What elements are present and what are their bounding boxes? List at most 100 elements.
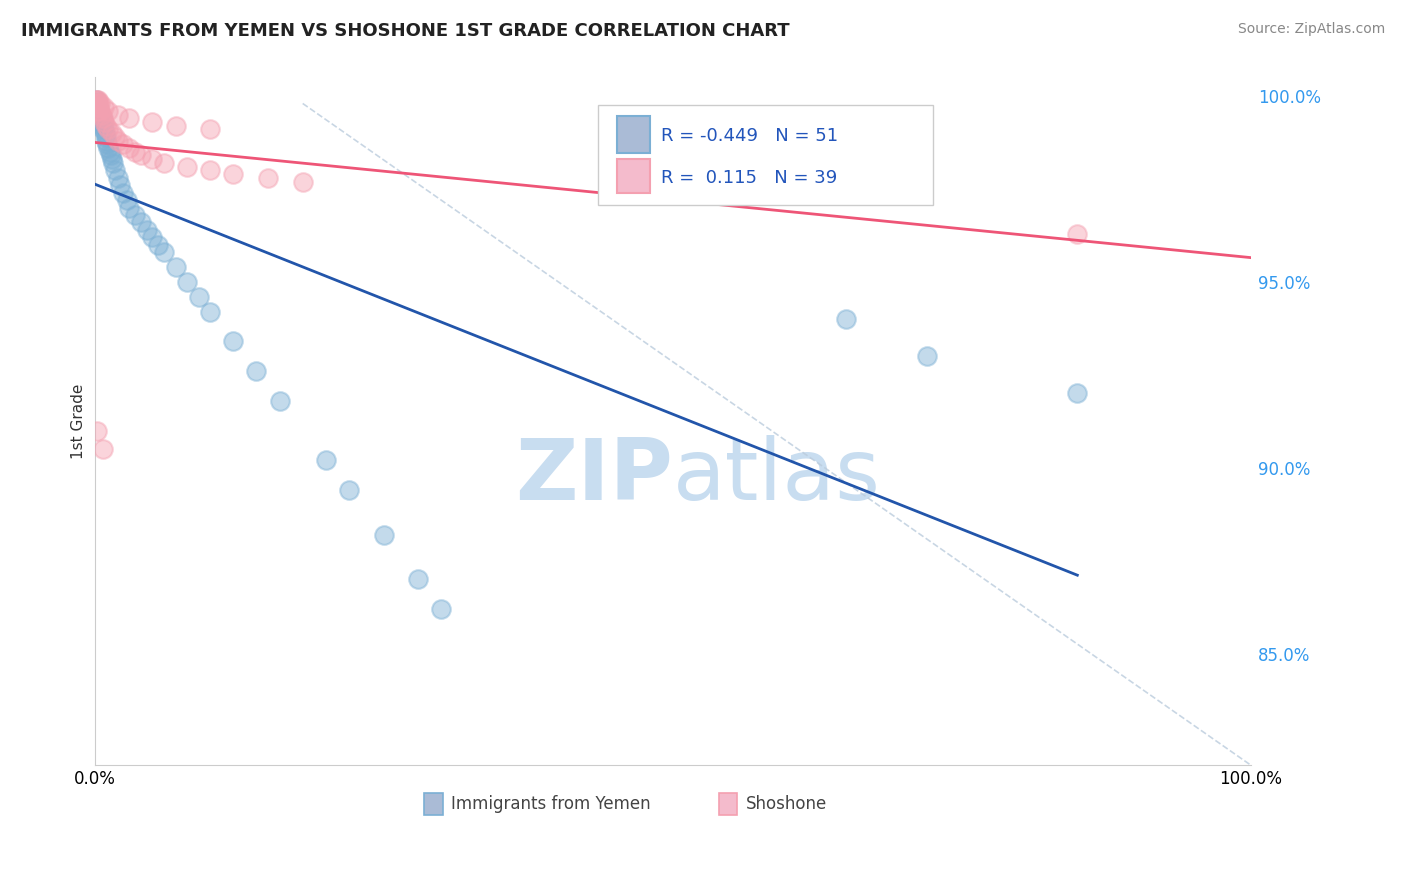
Point <box>141 152 163 166</box>
Point <box>101 126 124 140</box>
Point <box>86 96 108 111</box>
Point <box>124 208 146 222</box>
Point <box>915 349 938 363</box>
Point <box>291 174 314 188</box>
FancyBboxPatch shape <box>598 105 932 204</box>
Point <box>93 100 115 114</box>
Point <box>118 201 141 215</box>
Point <box>165 119 187 133</box>
Point <box>87 100 110 114</box>
Point <box>84 100 107 114</box>
Point <box>87 107 110 121</box>
Point <box>430 602 453 616</box>
Point <box>89 100 111 114</box>
Point <box>100 148 122 162</box>
Point <box>373 527 395 541</box>
Point <box>84 93 107 107</box>
Point <box>146 237 169 252</box>
Point <box>91 115 114 129</box>
Point <box>198 304 221 318</box>
Point <box>1066 386 1088 401</box>
Point <box>187 290 209 304</box>
Point <box>107 134 129 148</box>
Point <box>97 141 120 155</box>
Point <box>107 170 129 185</box>
Point <box>176 275 198 289</box>
Point <box>97 122 120 136</box>
Point <box>84 93 107 107</box>
Point <box>94 134 117 148</box>
Point <box>90 112 112 126</box>
Text: Immigrants from Yemen: Immigrants from Yemen <box>451 795 651 813</box>
Point <box>112 137 135 152</box>
Point <box>129 215 152 229</box>
Point <box>89 103 111 118</box>
Text: R = -0.449   N = 51: R = -0.449 N = 51 <box>661 128 838 145</box>
Point <box>84 96 107 111</box>
Point <box>118 141 141 155</box>
Point <box>87 96 110 111</box>
Text: R =  0.115   N = 39: R = 0.115 N = 39 <box>661 169 838 187</box>
Point <box>93 115 115 129</box>
Text: Source: ZipAtlas.com: Source: ZipAtlas.com <box>1237 22 1385 37</box>
Point <box>835 312 858 326</box>
Point <box>89 103 111 118</box>
Point <box>93 119 115 133</box>
Point <box>98 145 121 159</box>
Point <box>89 96 111 111</box>
Point <box>176 160 198 174</box>
Point <box>257 170 280 185</box>
FancyBboxPatch shape <box>425 793 443 814</box>
Y-axis label: 1st Grade: 1st Grade <box>72 384 86 459</box>
Point <box>91 122 114 136</box>
Point <box>101 156 124 170</box>
Point <box>153 245 176 260</box>
FancyBboxPatch shape <box>617 159 650 194</box>
Point <box>124 145 146 159</box>
Point <box>91 112 114 126</box>
Point <box>86 424 108 438</box>
Point <box>108 178 131 193</box>
Point <box>269 393 291 408</box>
Point <box>86 93 108 107</box>
Point <box>245 364 267 378</box>
Point <box>141 230 163 244</box>
Point <box>89 107 111 121</box>
Point <box>337 483 360 497</box>
Point <box>222 167 245 181</box>
Point <box>198 122 221 136</box>
Point <box>112 186 135 200</box>
Point <box>153 156 176 170</box>
Point <box>89 112 111 126</box>
FancyBboxPatch shape <box>718 793 737 814</box>
Point <box>87 103 110 118</box>
Point <box>86 103 108 118</box>
Point <box>91 442 114 457</box>
Point <box>104 163 127 178</box>
Point <box>89 115 111 129</box>
Point <box>94 119 117 133</box>
Point <box>86 100 108 114</box>
Point <box>198 163 221 178</box>
Point <box>315 453 337 467</box>
Point <box>94 129 117 144</box>
Point <box>135 223 157 237</box>
Point <box>101 152 124 166</box>
Text: atlas: atlas <box>672 434 880 517</box>
Point <box>104 129 127 144</box>
Point <box>222 334 245 349</box>
Point <box>96 137 118 152</box>
Point <box>90 119 112 133</box>
FancyBboxPatch shape <box>617 116 650 153</box>
Text: ZIP: ZIP <box>515 434 672 517</box>
Text: IMMIGRANTS FROM YEMEN VS SHOSHONE 1ST GRADE CORRELATION CHART: IMMIGRANTS FROM YEMEN VS SHOSHONE 1ST GR… <box>21 22 790 40</box>
Point <box>107 107 129 121</box>
Point <box>115 193 138 207</box>
Text: Shoshone: Shoshone <box>745 795 827 813</box>
Point <box>118 112 141 126</box>
Point <box>141 115 163 129</box>
Point <box>129 148 152 162</box>
Point <box>1066 227 1088 241</box>
Point <box>94 126 117 140</box>
Point <box>87 93 110 107</box>
